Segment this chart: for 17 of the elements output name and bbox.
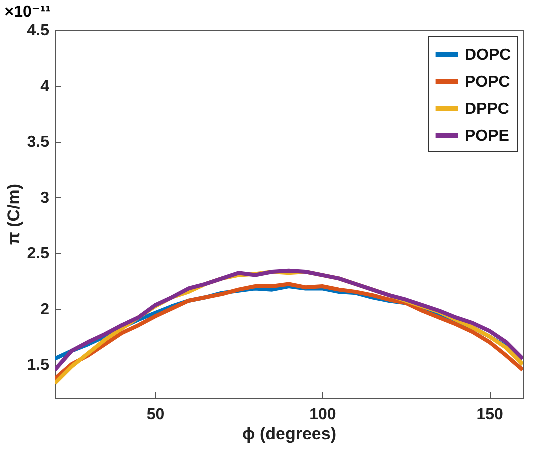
y-tick-label: 1.5 [27,357,50,374]
legend-label: POPE [465,128,510,145]
y-tick-label: 2 [40,301,50,318]
x-tick-label: 50 [146,406,165,424]
x-tick-label: 100 [310,406,336,424]
legend-label: DOPC [465,47,512,64]
x-tick-label: 150 [476,406,504,424]
y-tick-label: 4.5 [27,22,50,40]
y-tick-label: 3.5 [27,134,50,152]
y-tick-label: 3 [40,190,50,207]
text: ×10⁻¹¹ [4,4,52,21]
legend-label: DPPC [465,101,510,118]
y-axis-title: π (C/m) [4,184,24,246]
x-axis-title: ϕ (degrees) [242,424,336,444]
y-tick-label: 2.5 [27,246,50,263]
y-tick-label: 4 [40,78,50,96]
legend-label: POPC [465,74,511,91]
